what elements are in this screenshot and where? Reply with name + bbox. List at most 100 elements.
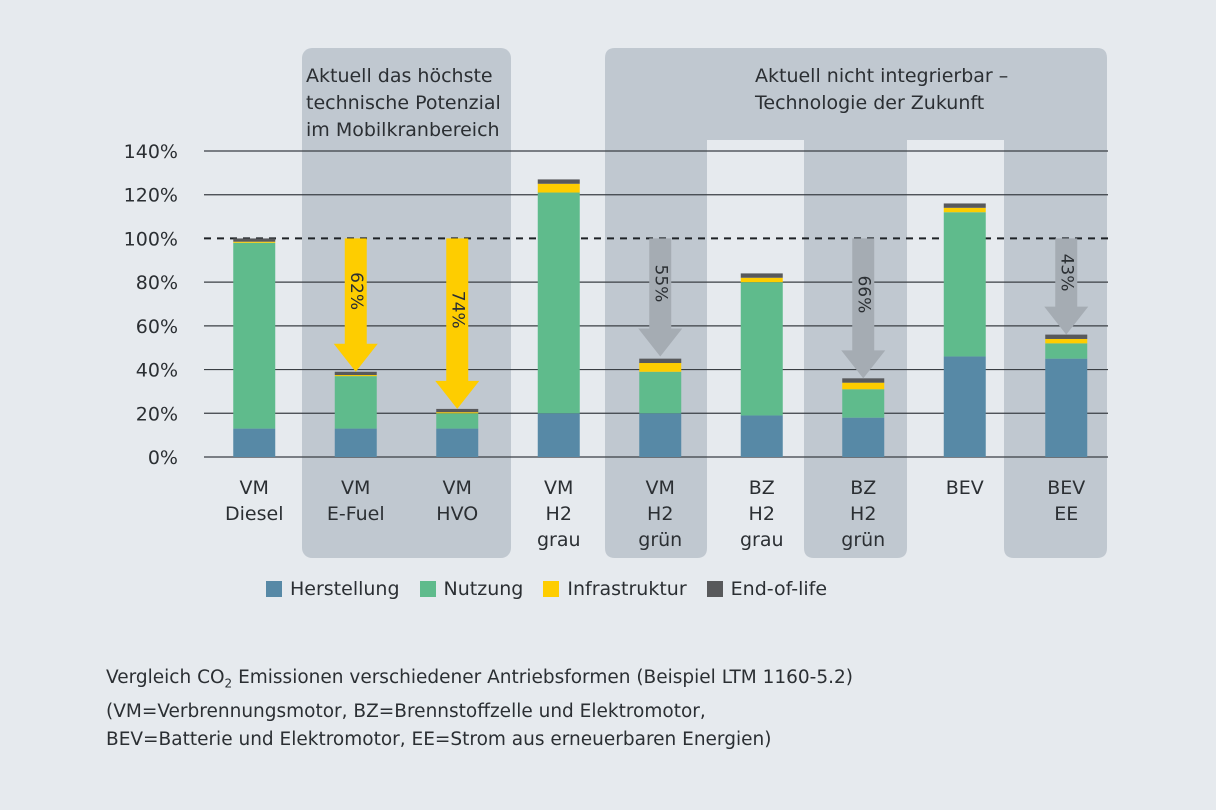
reduction-arrow: [333, 238, 378, 372]
legend-label-end-of-life: End-of-life: [730, 578, 828, 600]
bar-segment-infrastruktur: [1045, 338, 1088, 344]
bar-segment-herstellung: [436, 428, 479, 457]
category-label: H2: [647, 503, 673, 525]
bar-segment-herstellung: [334, 428, 377, 457]
bar-segment-herstellung: [1045, 358, 1088, 457]
legend-swatch-end-of-life: [706, 581, 723, 597]
bar-segment-herstellung: [943, 356, 986, 457]
bar-segment-nutzung: [943, 212, 986, 357]
category-label: H2: [546, 503, 572, 525]
bar-segment-nutzung: [537, 192, 580, 414]
bar-segment-herstellung: [233, 428, 276, 457]
category-label: grün: [638, 529, 682, 551]
category-label: BZ: [850, 477, 876, 499]
bar-segment-nutzung: [740, 282, 783, 416]
bar-segment-infrastruktur: [943, 207, 986, 213]
reduction-arrow: [638, 238, 683, 357]
group-label-zukunft: Aktuell nicht integrierbar –: [755, 65, 1008, 87]
bar-segment-end-of-life: [537, 179, 580, 184]
bar-segment-infrastruktur: [537, 183, 580, 193]
group-label-potenzial: im Mobilkranbereich: [306, 119, 500, 141]
category-label: BEV: [1047, 477, 1085, 499]
y-tick-label: 60%: [136, 316, 178, 338]
bar-segment-infrastruktur: [436, 412, 479, 414]
chart-caption: Vergleich CO2 Emissionen verschiedener A…: [106, 664, 853, 754]
reduction-arrow: [841, 238, 886, 379]
y-tick-label: 140%: [124, 141, 178, 163]
bar-segment-herstellung: [639, 413, 682, 457]
legend-swatch-herstellung: [266, 581, 282, 597]
legend-swatch-infrastruktur: [543, 581, 560, 597]
group-label-potenzial: Aktuell das höchste: [306, 65, 493, 87]
category-label: BEV: [946, 477, 984, 499]
category-label: VM: [341, 477, 370, 499]
bar-segment-end-of-life: [233, 238, 276, 242]
category-label: VM: [544, 477, 573, 499]
category-label: E-Fuel: [327, 503, 385, 525]
legend: Herstellung Nutzung Infrastruktur End-of…: [266, 578, 847, 600]
caption-line-1-sub: 2: [224, 676, 233, 691]
reduction-label: 43%: [1056, 254, 1076, 292]
legend-item-infrastruktur: Infrastruktur: [543, 578, 687, 600]
bar-segment-nutzung: [842, 389, 885, 418]
group-label-potenzial: technische Potenzial: [306, 92, 501, 114]
bar-segment-infrastruktur: [334, 375, 377, 377]
category-label: VM: [646, 477, 675, 499]
bar-segment-nutzung: [233, 242, 276, 429]
category-label: Diesel: [225, 503, 283, 525]
bar-segment-end-of-life: [943, 203, 986, 208]
category-label: EE: [1054, 503, 1078, 525]
chart-labels: 0% 20% 40% 60% 80% 100% 120% 140% VM Diesel VM E-Fu…: [124, 65, 1086, 551]
y-tick-label: 40%: [136, 360, 178, 382]
bar-segment-infrastruktur: [233, 241, 276, 243]
category-label: grau: [740, 529, 784, 551]
bar-segment-infrastruktur: [842, 382, 885, 390]
bar-segment-herstellung: [740, 415, 783, 457]
bar-segment-nutzung: [436, 413, 479, 429]
bars: [233, 179, 1088, 457]
category-label: VM: [240, 477, 269, 499]
legend-label-infrastruktur: Infrastruktur: [567, 578, 687, 600]
y-tick-label: 120%: [124, 185, 178, 207]
caption-line-1-pre: Vergleich CO: [106, 667, 225, 688]
legend-item-herstellung: Herstellung: [266, 578, 400, 600]
legend-label-nutzung: Nutzung: [443, 578, 524, 600]
group-label-zukunft: Technologie der Zukunft: [754, 92, 984, 114]
category-label: HVO: [436, 503, 478, 525]
bar-segment-nutzung: [1045, 343, 1088, 359]
bar-segment-end-of-life: [639, 358, 682, 364]
category-label: grün: [841, 529, 885, 551]
bar-segment-nutzung: [334, 376, 377, 429]
bar-segment-end-of-life: [740, 273, 783, 278]
category-label: grau: [537, 529, 581, 551]
emissions-chart: 62% 74% 55% 66% 43% 0% 20% 40% 60% 80% 100% 120% 14…: [124, 48, 1108, 558]
bar-segment-end-of-life: [334, 371, 377, 376]
y-tick-label: 80%: [136, 272, 178, 294]
reduction-label: 74%: [447, 291, 467, 329]
y-tick-label: 100%: [124, 228, 178, 250]
bar-segment-nutzung: [639, 371, 682, 414]
bar-segment-herstellung: [842, 417, 885, 457]
reduction-arrow: [1044, 238, 1089, 335]
reduction-label: 55%: [650, 265, 670, 303]
bar-segment-infrastruktur: [639, 363, 682, 372]
y-tick-label: 0%: [148, 447, 178, 469]
caption-line-1-post: Emissionen verschiedener Antriebsformen …: [232, 667, 853, 688]
category-label: VM: [443, 477, 472, 499]
bar-segment-end-of-life: [1045, 334, 1088, 339]
caption-line-1: Vergleich CO2 Emissionen verschiedener A…: [106, 664, 853, 698]
legend-item-end-of-life: End-of-life: [706, 578, 828, 600]
reduction-label: 62%: [346, 272, 366, 310]
bar-segment-infrastruktur: [740, 277, 783, 283]
legend-item-nutzung: Nutzung: [419, 578, 524, 600]
caption-line-3: BEV=Batterie und Elektromotor, EE=Strom …: [106, 728, 772, 750]
category-label: BZ: [749, 477, 775, 499]
legend-swatch-nutzung: [419, 581, 436, 597]
category-label: H2: [749, 503, 775, 525]
reduction-arrow: [435, 238, 480, 409]
y-tick-label: 20%: [136, 403, 178, 425]
reduction-label: 66%: [853, 275, 873, 313]
category-label: H2: [850, 503, 876, 525]
legend-label-herstellung: Herstellung: [290, 578, 400, 600]
caption-line-2: (VM=Verbrennungsmotor, BZ=Brennstoffzell…: [106, 700, 706, 722]
